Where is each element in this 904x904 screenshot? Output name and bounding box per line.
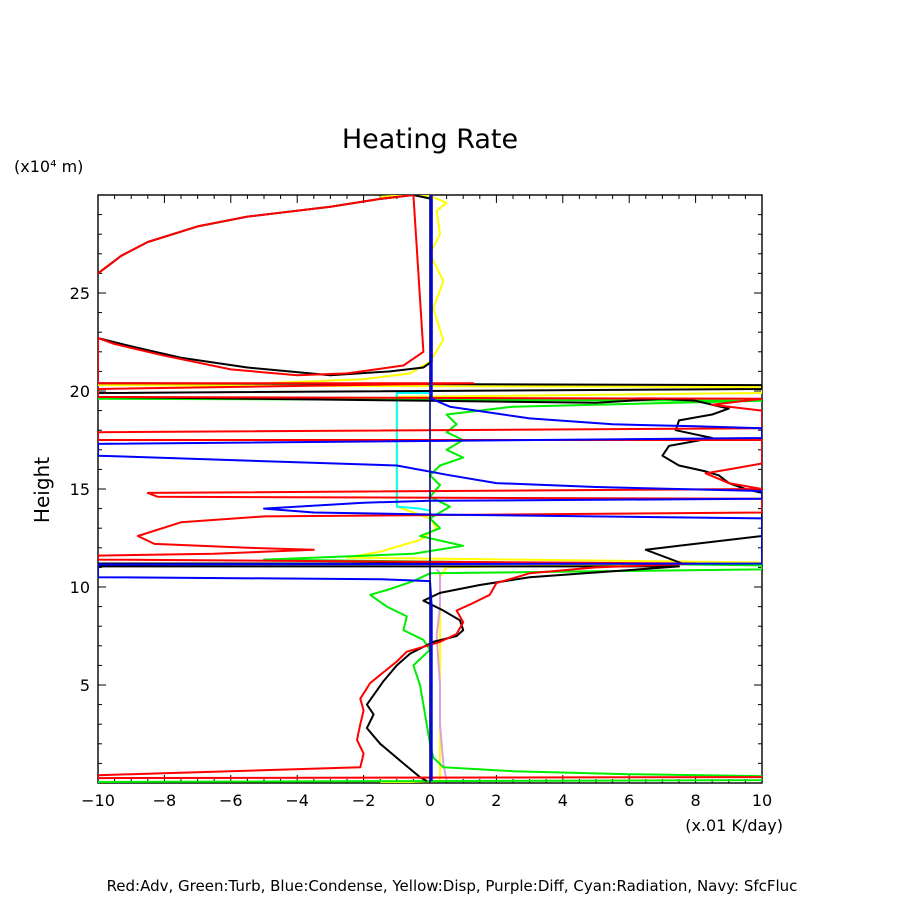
x-tick-label: 2 — [491, 791, 501, 810]
x-tick-label: 6 — [624, 791, 634, 810]
x-tick-label: 8 — [691, 791, 701, 810]
series-line-red — [98, 195, 762, 780]
legend-text: Red:Adv, Green:Turb, Blue:Condense, Yell… — [107, 877, 798, 895]
series-line-blue — [98, 195, 762, 781]
y-axis-label: Height — [30, 457, 54, 523]
series-line-yellow — [98, 195, 762, 783]
x-tick-label: −10 — [81, 791, 115, 810]
x-tick-label: 4 — [558, 791, 568, 810]
x-tick-label: 10 — [752, 791, 772, 810]
series-line-purple — [435, 568, 448, 782]
series-line-black — [98, 195, 762, 782]
plot-area: −10 −8 −6 −4 −2 0 2 4 6 8 10 5 10 15 20 25 — [70, 194, 772, 810]
x-tick-label: −6 — [219, 791, 243, 810]
y-tick-label: 5 — [80, 676, 90, 695]
x-unit-label: (x.01 K/day) — [685, 816, 783, 835]
x-tick-label: −8 — [153, 791, 177, 810]
y-tick-label: 25 — [70, 284, 90, 303]
series-line-cyan — [395, 392, 431, 512]
x-tick-label: 0 — [425, 791, 435, 810]
x-tick-label: −2 — [352, 791, 376, 810]
y-unit-label: (x10⁴ m) — [14, 157, 83, 176]
x-tick-label: −4 — [285, 791, 309, 810]
chart-title: Heating Rate — [342, 124, 518, 155]
y-tick-label: 15 — [70, 480, 90, 499]
y-tick-label: 20 — [70, 382, 90, 401]
y-tick-label: 10 — [70, 578, 90, 597]
